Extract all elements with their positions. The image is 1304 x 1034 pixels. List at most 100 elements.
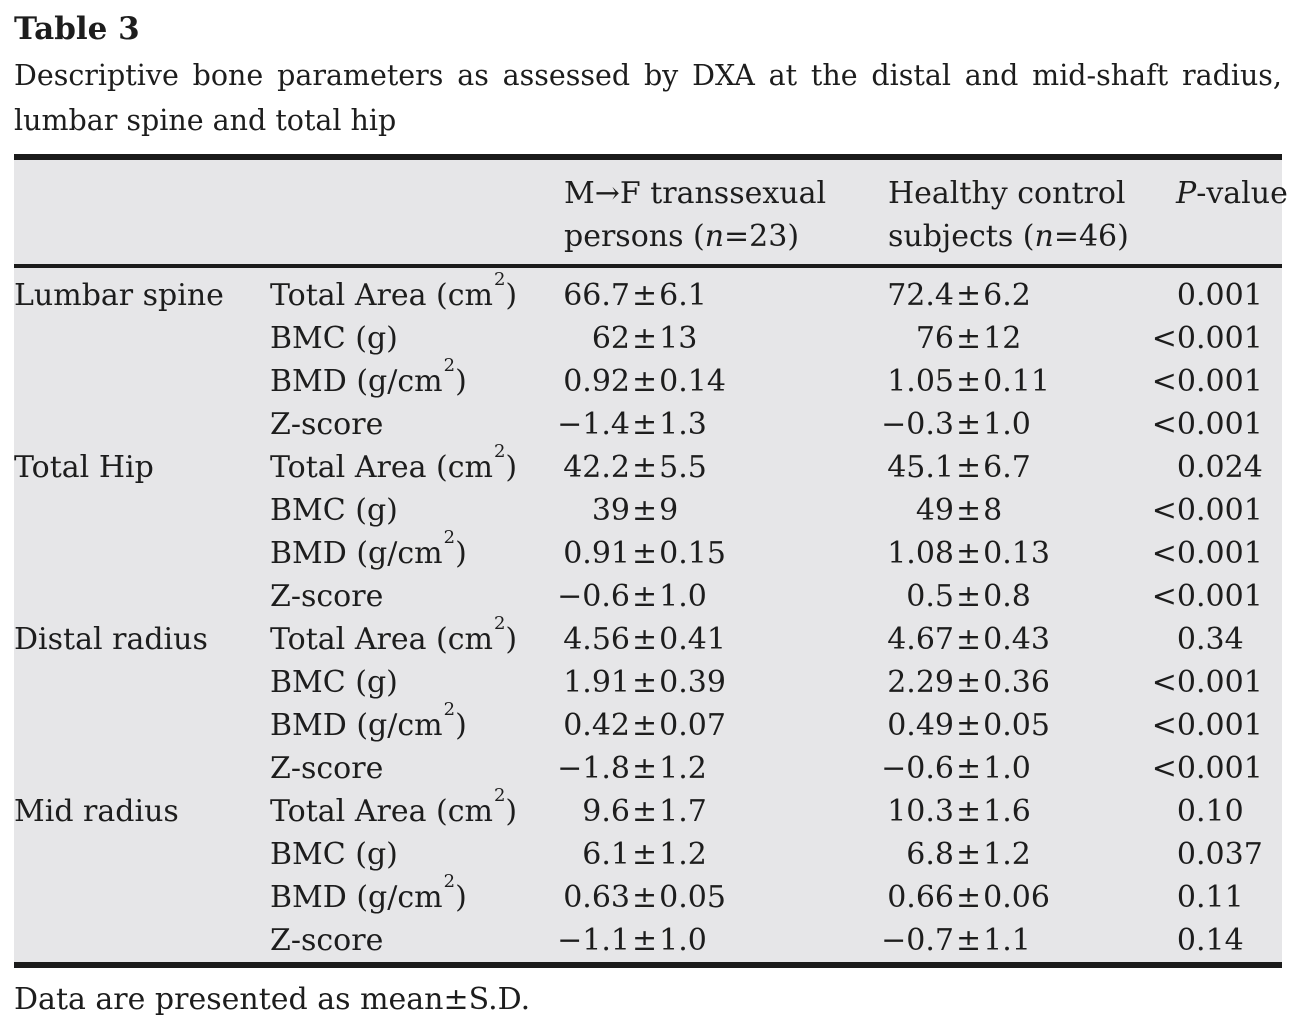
site-cell: Lumbar spine [14, 278, 224, 313]
param-cell: BMD (g/cm2) [270, 871, 467, 915]
hc-value-cell: 72.4 ±6.2 [887, 278, 1031, 313]
param-cell: BMC (g) [270, 837, 398, 872]
site-cell [14, 489, 270, 532]
mf-value-cell: 62 ±13 [591, 321, 698, 356]
mf-value-cell: −1.8 ±1.2 [557, 751, 707, 786]
p-value-cell: 0.024 [1176, 450, 1263, 485]
hc-value-cell: 10.3 ±1.6 [887, 794, 1031, 829]
column-header-line: persons (n=23) [564, 219, 800, 254]
site-cell [14, 661, 270, 704]
hc-value-cell: 0.66 ±0.06 [887, 880, 1050, 915]
site-cell [14, 360, 270, 403]
p-value-cell: <0.001 [1151, 364, 1263, 399]
table-row: Total Hip Total Area (cm2) 42.2 ±5.5 45.1 ±6.… [14, 443, 1282, 489]
site-cell [14, 532, 270, 575]
mf-value-cell: 6.1 ±1.2 [582, 837, 707, 872]
table-row: BMD (g/cm2) 0.42 ±0.07 0.49 ±0.05 <0.001 [14, 701, 1282, 747]
table-row: Z-score −1.8 ±1.2 −0.6 ±1.0 <0.001 [14, 747, 1282, 790]
caption-line-1: Descriptive bone parameters as assessed … [14, 59, 1282, 92]
hc-value-cell: 49 ±8 [915, 493, 1003, 528]
param-cell: BMC (g) [270, 665, 398, 700]
p-value-cell: 0.11 [1176, 880, 1244, 915]
column-header-line: M→F transsexual [564, 176, 827, 211]
p-value-cell: 0.037 [1176, 837, 1263, 872]
site-cell [14, 704, 270, 747]
column-header-line: Healthy control [888, 176, 1126, 211]
p-value-cell: 0.34 [1176, 622, 1244, 657]
parameter-column-header [270, 172, 556, 258]
p-value-cell: <0.001 [1151, 407, 1263, 442]
hc-value-cell: 76 ±12 [915, 321, 1022, 356]
table-row: BMD (g/cm2) 0.91 ±0.15 1.08 ±0.13 <0.001 [14, 527, 1282, 575]
param-cell: BMD (g/cm2) [270, 527, 467, 571]
mf-value-cell: −1.1 ±1.0 [557, 923, 707, 958]
hc-value-cell: −0.3 ±1.0 [881, 407, 1031, 442]
mf-value-cell: 0.92 ±0.14 [563, 364, 726, 399]
mf-value-cell: 0.63 ±0.05 [563, 880, 726, 915]
param-cell: BMD (g/cm2) [270, 355, 467, 399]
p-value-cell: <0.001 [1151, 321, 1263, 356]
table-caption: Descriptive bone parameters as assessed … [14, 53, 1282, 143]
hc-value-cell: 0.5 ±0.8 [906, 579, 1031, 614]
hc-value-cell: 1.05 ±0.11 [887, 364, 1050, 399]
table-footnote: Data are presented as mean±S.D. [14, 982, 531, 1017]
site-cell [14, 747, 270, 790]
site-cell [14, 317, 270, 360]
hc-value-cell: 2.29 ±0.36 [887, 665, 1050, 700]
p-value-cell: <0.001 [1151, 579, 1263, 614]
table-row: BMC (g) 6.1 ±1.2 6.8 ±1.2 0.037 [14, 833, 1282, 876]
caption-line-2: lumbar spine and total hip [14, 104, 397, 137]
table-row: BMC (g) 39 ±9 49 ±8 <0.001 [14, 489, 1282, 532]
p-value-cell: <0.001 [1151, 536, 1263, 571]
p-value-cell: 0.14 [1176, 923, 1244, 958]
mf-value-cell: 39 ±9 [591, 493, 679, 528]
mf-value-cell: −1.4 ±1.3 [557, 407, 707, 442]
param-cell: Z-score [270, 923, 384, 958]
table-row: Z-score −1.4 ±1.3 −0.3 ±1.0 <0.001 [14, 403, 1282, 446]
mf-value-cell: 1.91 ±0.39 [563, 665, 726, 700]
hc-value-cell: 6.8 ±1.2 [906, 837, 1031, 872]
mf-value-cell: 9.6 ±1.7 [582, 794, 707, 829]
param-cell: Total Area (cm2) [270, 269, 518, 313]
mf-value-cell: 66.7 ±6.1 [563, 278, 707, 313]
table-body: Lumbar spine Total Area (cm2) 66.7 ±6.1 72.4… [14, 268, 1282, 962]
p-value-cell: 0.001 [1176, 278, 1263, 313]
table-row: Distal radius Total Area (cm2) 4.56 ±0.41 4.… [14, 613, 1282, 661]
param-cell: Z-score [270, 407, 384, 442]
hc-value-cell: 1.08 ±0.13 [887, 536, 1050, 571]
hc-value-cell: −0.7 ±1.1 [881, 923, 1031, 958]
table-number: Table 3 [14, 11, 140, 47]
column-header-line: subjects (n=46) [888, 219, 1129, 254]
site-cell [14, 833, 270, 876]
site-cell: Distal radius [14, 622, 208, 657]
hc-value-cell: 45.1 ±6.7 [887, 450, 1031, 485]
param-cell: Total Area (cm2) [270, 613, 518, 657]
param-cell: Total Area (cm2) [270, 785, 518, 829]
healthy-control-column-header: Healthy control subjects (n=46) [880, 172, 1150, 258]
table-row: BMC (g) 62 ±13 76 ±12 <0.001 [14, 317, 1282, 360]
table-row: Z-score −1.1 ±1.0 −0.7 ±1.1 0.14 [14, 919, 1282, 962]
site-cell [14, 575, 270, 618]
p-value-cell: <0.001 [1151, 493, 1263, 528]
mf-value-cell: 0.91 ±0.15 [563, 536, 726, 571]
table-row: BMD (g/cm2) 0.63 ±0.05 0.66 ±0.06 0.11 [14, 871, 1282, 919]
hc-value-cell: 0.49 ±0.05 [887, 708, 1050, 743]
site-column-header [14, 172, 270, 258]
mf-transsexual-column-header: M→F transsexual persons (n=23) [556, 172, 880, 258]
site-cell: Mid radius [14, 794, 179, 829]
site-cell: Total Hip [14, 450, 154, 485]
mf-value-cell: 42.2 ±5.5 [563, 450, 707, 485]
p-value-cell: 0.10 [1176, 794, 1244, 829]
table-row: BMD (g/cm2) 0.92 ±0.14 1.05 ±0.11 <0.001 [14, 355, 1282, 403]
hc-value-cell: 4.67 ±0.43 [887, 622, 1050, 657]
hc-value-cell: −0.6 ±1.0 [881, 751, 1031, 786]
data-table: M→F transsexual persons (n=23) Healthy co… [14, 154, 1288, 968]
param-cell: Z-score [270, 751, 384, 786]
param-cell: BMC (g) [270, 493, 398, 528]
mf-value-cell: 0.42 ±0.07 [563, 708, 726, 743]
mf-value-cell: −0.6 ±1.0 [557, 579, 707, 614]
site-cell [14, 919, 270, 962]
param-cell: Z-score [270, 579, 384, 614]
p-value-column-header: P-value [1176, 176, 1288, 211]
p-value-cell: <0.001 [1151, 751, 1263, 786]
